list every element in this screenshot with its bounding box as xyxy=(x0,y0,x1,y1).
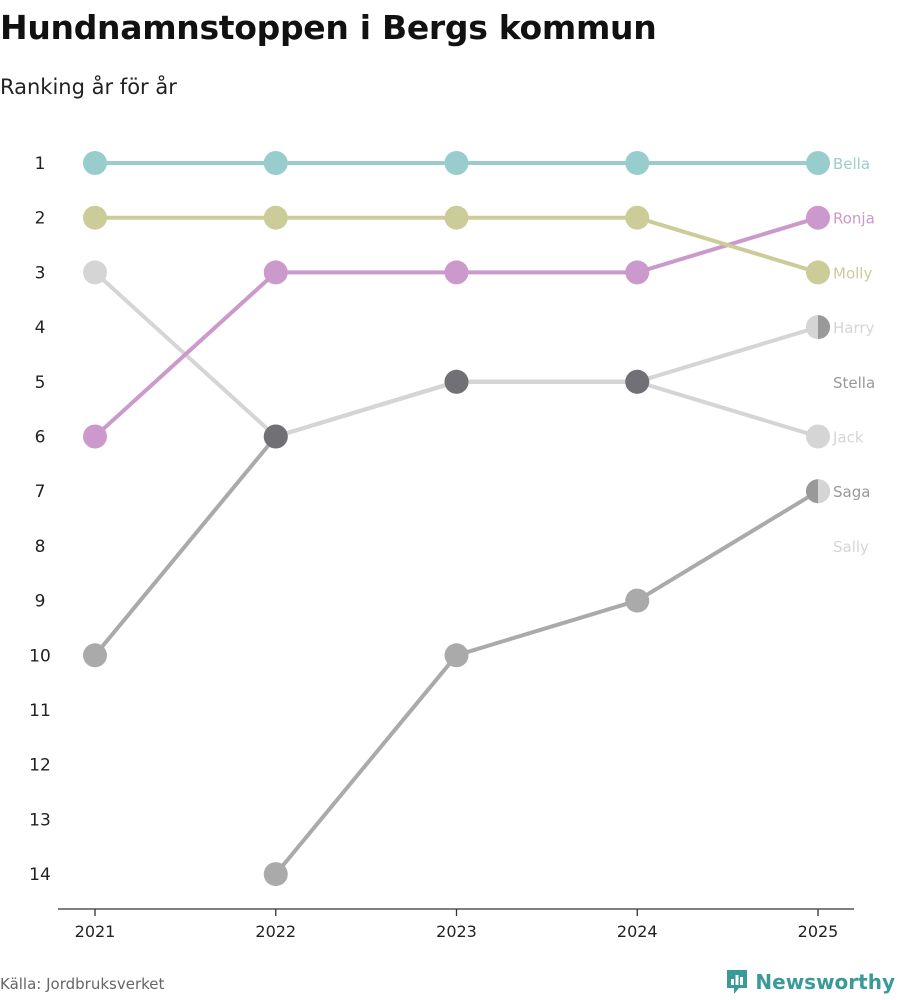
data-point-split-left xyxy=(806,479,818,504)
data-point-saga xyxy=(444,643,469,668)
y-tick-label: 3 xyxy=(35,263,46,283)
data-point-shared xyxy=(625,369,650,394)
end-label-ronja: Ronja xyxy=(833,210,875,228)
data-point-shared xyxy=(444,369,469,394)
y-tick-label: 9 xyxy=(35,592,46,612)
x-tick-label: 2025 xyxy=(798,922,839,941)
newsworthy-logo-icon xyxy=(727,970,748,994)
series-points xyxy=(83,151,831,887)
data-point-molly xyxy=(83,205,107,230)
series-line-jack xyxy=(93,270,820,439)
y-tick-label: 13 xyxy=(29,810,51,830)
end-label-jack: Jack xyxy=(832,429,864,447)
data-point-molly xyxy=(444,205,469,230)
end-label-bella: Bella xyxy=(833,155,870,173)
end-label-saga: Saga xyxy=(833,483,870,501)
data-point-bella xyxy=(444,151,469,175)
x-tick-label: 2024 xyxy=(617,922,658,941)
data-point-stella xyxy=(83,643,107,668)
brand-logo[interactable]: Newsworthy xyxy=(725,968,895,996)
y-tick-label: 8 xyxy=(35,537,46,557)
source-note: Källa: Jordbruksverket xyxy=(0,975,165,993)
y-tick-label: 10 xyxy=(29,646,51,666)
brand-name: Newsworthy xyxy=(755,970,895,994)
data-point-split-right xyxy=(818,315,831,340)
data-point-bella xyxy=(83,151,107,175)
data-point-shared xyxy=(263,424,288,449)
y-tick-label: 11 xyxy=(29,701,51,721)
data-point-bella xyxy=(263,151,288,175)
data-point-jack xyxy=(83,260,107,285)
data-point-ronja xyxy=(263,260,288,285)
end-labels: Bella Ronja Molly Harry Stella Jack Saga Sally xyxy=(832,155,875,556)
y-tick-label: 7 xyxy=(35,482,46,502)
data-point-ronja xyxy=(625,260,650,285)
data-point-saga xyxy=(625,588,650,613)
y-tick-label: 4 xyxy=(35,318,46,338)
data-point-ronja xyxy=(444,260,469,285)
x-tick-label: 2022 xyxy=(255,922,296,941)
y-tick-label: 2 xyxy=(35,209,46,229)
data-point-ronja xyxy=(83,424,107,449)
data-point-saga xyxy=(263,862,288,887)
data-point-split-right xyxy=(818,479,831,504)
chart-subtitle: Ranking år för år xyxy=(0,75,177,99)
series-line-stella xyxy=(93,379,640,658)
data-point-bella xyxy=(625,151,650,175)
data-point-molly xyxy=(263,205,288,230)
y-tick-label: 1 xyxy=(35,154,46,174)
x-tick-label: 2023 xyxy=(436,922,477,941)
y-tick-label: 5 xyxy=(35,373,46,393)
end-label-harry: Harry xyxy=(833,319,875,337)
x-axis: 2021 2022 2023 2024 2025 xyxy=(58,908,854,941)
series-line-saga xyxy=(273,489,820,877)
chart-title: Hundnamnstoppen i Bergs kommun xyxy=(0,8,657,47)
x-tick-label: 2021 xyxy=(75,922,116,941)
end-label-sally: Sally xyxy=(833,538,869,556)
y-tick-label: 12 xyxy=(29,756,51,776)
y-tick-label: 14 xyxy=(29,865,51,885)
y-tick-label: 6 xyxy=(35,428,46,448)
data-point-molly xyxy=(625,205,650,230)
end-label-molly: Molly xyxy=(833,264,872,282)
data-point-molly xyxy=(806,260,830,285)
end-label-stella: Stella xyxy=(833,374,875,392)
data-point-bella xyxy=(806,151,830,175)
data-point-split-left xyxy=(806,315,818,340)
data-point-jack xyxy=(806,424,830,449)
data-point-ronja xyxy=(806,205,830,230)
